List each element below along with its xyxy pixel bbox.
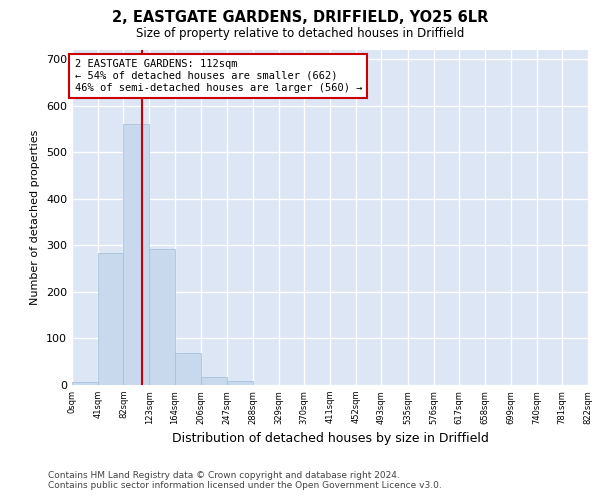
Bar [124,124,149,385]
Y-axis label: Number of detached properties: Number of detached properties [31,130,40,305]
Bar [227,382,253,385]
Text: Size of property relative to detached houses in Driffield: Size of property relative to detached ho… [136,28,464,40]
X-axis label: Distribution of detached houses by size in Driffield: Distribution of detached houses by size … [172,432,488,445]
Bar [202,377,227,385]
Text: 2, EASTGATE GARDENS, DRIFFIELD, YO25 6LR: 2, EASTGATE GARDENS, DRIFFIELD, YO25 6LR [112,10,488,25]
Bar [72,382,98,385]
Text: 2 EASTGATE GARDENS: 112sqm
← 54% of detached houses are smaller (662)
46% of sem: 2 EASTGATE GARDENS: 112sqm ← 54% of deta… [74,60,362,92]
Text: Contains HM Land Registry data © Crown copyright and database right 2024.
Contai: Contains HM Land Registry data © Crown c… [48,470,442,490]
Bar [175,354,202,385]
Bar [98,254,124,385]
Bar [149,248,175,385]
